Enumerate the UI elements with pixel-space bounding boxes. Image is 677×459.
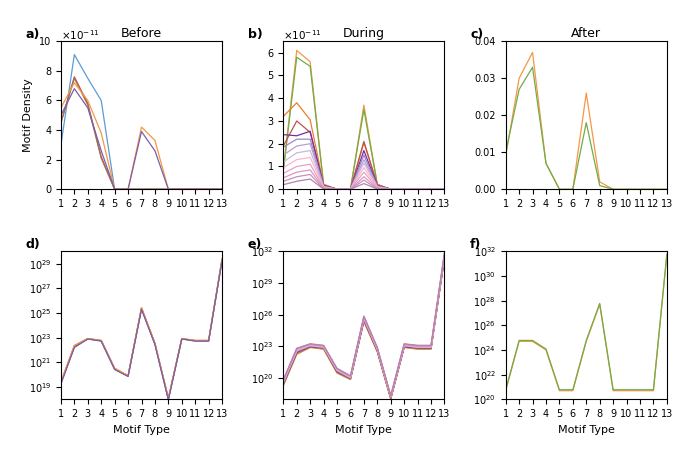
X-axis label: Motif Type: Motif Type <box>113 425 170 435</box>
Text: a): a) <box>26 28 40 41</box>
Title: Before: Before <box>121 27 162 40</box>
Y-axis label: Motif Density: Motif Density <box>24 78 33 152</box>
Text: $\times10^{-11}$: $\times10^{-11}$ <box>283 28 322 42</box>
Title: After: After <box>571 27 601 40</box>
X-axis label: Motif Type: Motif Type <box>558 425 615 435</box>
X-axis label: Motif Type: Motif Type <box>335 425 393 435</box>
Text: c): c) <box>471 28 483 41</box>
Text: f): f) <box>471 238 481 251</box>
Title: During: During <box>343 27 385 40</box>
Text: $\times10^{-11}$: $\times10^{-11}$ <box>61 28 100 42</box>
Text: e): e) <box>248 238 262 251</box>
Text: d): d) <box>26 238 40 251</box>
Text: b): b) <box>248 28 263 41</box>
